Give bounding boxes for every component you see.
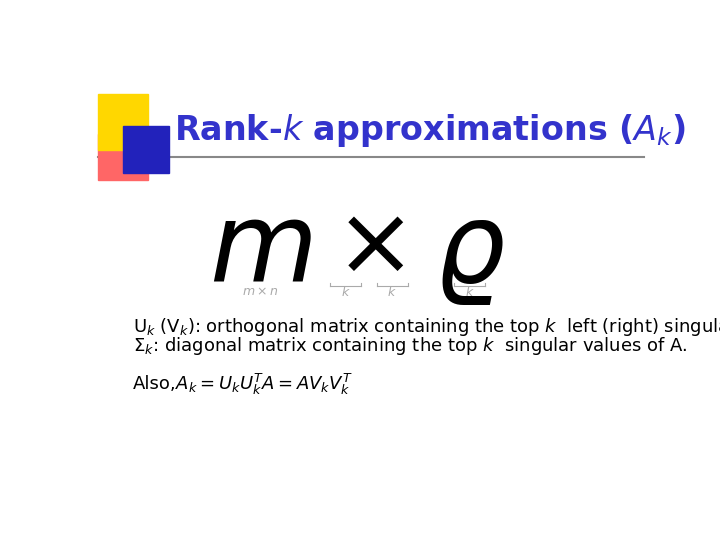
Text: $k$: $k$	[387, 285, 397, 299]
Text: $\times$: $\times$	[334, 199, 404, 293]
Bar	[98, 134, 148, 180]
Text: U$_k$ (V$_k$): orthogonal matrix containing the top $k$  left (right) singular v: U$_k$ (V$_k$): orthogonal matrix contain…	[132, 315, 720, 338]
Text: $A_k = U_k U_k^T A = A V_k V_k^T$: $A_k = U_k U_k^T A = A V_k V_k^T$	[175, 372, 353, 397]
Text: $m \times n$: $m \times n$	[242, 286, 279, 299]
Text: $k$: $k$	[465, 285, 474, 299]
Text: $k$: $k$	[341, 285, 351, 299]
Bar	[98, 94, 148, 150]
Text: Also,: Also,	[132, 375, 176, 393]
Text: $\mathit{m}$: $\mathit{m}$	[210, 196, 312, 303]
Text: Rank-$k$ approximations ($A_k$): Rank-$k$ approximations ($A_k$)	[174, 112, 685, 149]
Text: $\Sigma_k$: diagonal matrix containing the top $k$  singular values of A.: $\Sigma_k$: diagonal matrix containing t…	[132, 335, 687, 357]
Bar	[122, 126, 169, 173]
Text: $\varrho$: $\varrho$	[434, 200, 505, 307]
